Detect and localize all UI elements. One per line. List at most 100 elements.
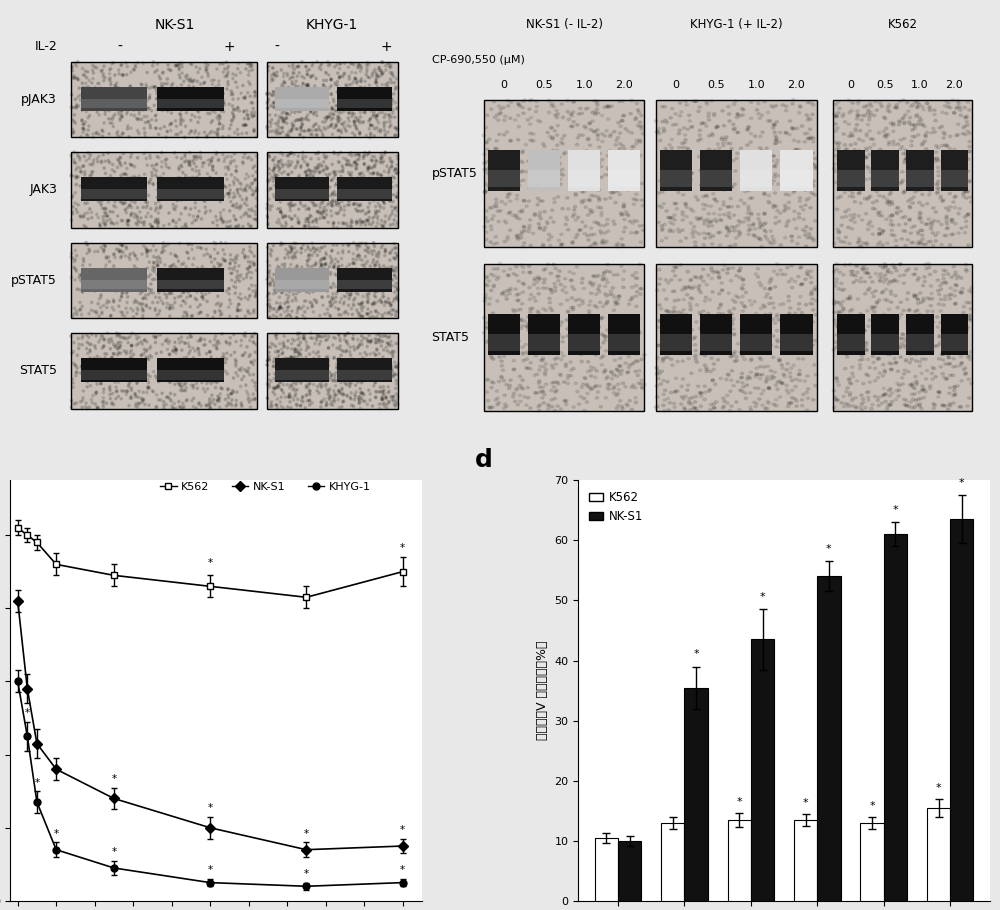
Circle shape bbox=[169, 107, 171, 110]
Bar bbox=[780, 149, 813, 191]
Circle shape bbox=[639, 293, 642, 296]
Text: *: * bbox=[400, 865, 405, 875]
Circle shape bbox=[200, 404, 202, 407]
Circle shape bbox=[381, 377, 383, 379]
Circle shape bbox=[374, 265, 376, 267]
Circle shape bbox=[514, 182, 517, 185]
Circle shape bbox=[345, 91, 347, 94]
Circle shape bbox=[339, 209, 342, 211]
Circle shape bbox=[779, 303, 782, 306]
Circle shape bbox=[170, 97, 173, 100]
Circle shape bbox=[509, 318, 512, 320]
Circle shape bbox=[208, 291, 210, 294]
Circle shape bbox=[729, 356, 732, 358]
Circle shape bbox=[135, 344, 138, 347]
Circle shape bbox=[370, 134, 372, 136]
Circle shape bbox=[490, 380, 494, 383]
Circle shape bbox=[492, 243, 495, 246]
Circle shape bbox=[607, 168, 611, 171]
Circle shape bbox=[193, 285, 195, 288]
Circle shape bbox=[915, 379, 918, 382]
Circle shape bbox=[355, 258, 357, 261]
Circle shape bbox=[572, 368, 575, 369]
Circle shape bbox=[370, 125, 372, 126]
Circle shape bbox=[111, 379, 113, 381]
Circle shape bbox=[385, 346, 387, 349]
Circle shape bbox=[388, 117, 391, 119]
Circle shape bbox=[89, 369, 91, 371]
Circle shape bbox=[146, 349, 148, 351]
Circle shape bbox=[681, 218, 684, 221]
Circle shape bbox=[98, 287, 101, 289]
Circle shape bbox=[187, 342, 189, 345]
Circle shape bbox=[211, 83, 214, 86]
Circle shape bbox=[121, 337, 123, 339]
Circle shape bbox=[561, 289, 564, 291]
Circle shape bbox=[503, 134, 506, 136]
Circle shape bbox=[109, 77, 111, 79]
Circle shape bbox=[165, 297, 168, 299]
Circle shape bbox=[375, 212, 377, 215]
Circle shape bbox=[965, 329, 969, 331]
Circle shape bbox=[240, 339, 243, 341]
Circle shape bbox=[110, 314, 112, 317]
Circle shape bbox=[146, 116, 148, 118]
Circle shape bbox=[157, 225, 159, 228]
Circle shape bbox=[142, 399, 144, 402]
Circle shape bbox=[944, 405, 947, 407]
Circle shape bbox=[548, 301, 552, 304]
Circle shape bbox=[394, 361, 396, 364]
Circle shape bbox=[147, 212, 149, 215]
Circle shape bbox=[857, 157, 860, 160]
Circle shape bbox=[348, 120, 350, 123]
Circle shape bbox=[911, 241, 915, 244]
Circle shape bbox=[312, 337, 314, 339]
Circle shape bbox=[130, 345, 133, 347]
Circle shape bbox=[100, 188, 102, 191]
Circle shape bbox=[284, 263, 286, 266]
Circle shape bbox=[230, 402, 232, 405]
Circle shape bbox=[212, 165, 214, 167]
Circle shape bbox=[110, 67, 112, 70]
Circle shape bbox=[309, 365, 312, 368]
Circle shape bbox=[331, 123, 333, 126]
Circle shape bbox=[174, 254, 176, 257]
Circle shape bbox=[884, 134, 887, 136]
Circle shape bbox=[516, 237, 519, 238]
Circle shape bbox=[143, 352, 145, 355]
Circle shape bbox=[212, 102, 214, 104]
Circle shape bbox=[294, 167, 296, 169]
Circle shape bbox=[310, 192, 313, 195]
Circle shape bbox=[677, 191, 680, 194]
Circle shape bbox=[332, 108, 334, 110]
Circle shape bbox=[94, 370, 96, 373]
Circle shape bbox=[365, 372, 367, 375]
Circle shape bbox=[163, 288, 165, 291]
Circle shape bbox=[695, 277, 698, 278]
Circle shape bbox=[867, 399, 870, 401]
Circle shape bbox=[659, 139, 662, 142]
Circle shape bbox=[769, 288, 772, 289]
Circle shape bbox=[374, 353, 377, 356]
Circle shape bbox=[630, 298, 633, 300]
Circle shape bbox=[378, 352, 380, 355]
Circle shape bbox=[315, 77, 317, 80]
Circle shape bbox=[527, 326, 531, 329]
Circle shape bbox=[230, 354, 232, 357]
Circle shape bbox=[878, 228, 881, 230]
Circle shape bbox=[176, 199, 178, 202]
Circle shape bbox=[281, 130, 284, 133]
Circle shape bbox=[350, 151, 352, 154]
Circle shape bbox=[346, 274, 348, 277]
Circle shape bbox=[794, 187, 798, 189]
Circle shape bbox=[382, 225, 384, 228]
Circle shape bbox=[313, 196, 315, 198]
Circle shape bbox=[106, 299, 109, 302]
Circle shape bbox=[345, 130, 348, 133]
Circle shape bbox=[391, 209, 394, 212]
Circle shape bbox=[104, 178, 107, 180]
Circle shape bbox=[897, 224, 901, 226]
Circle shape bbox=[288, 135, 290, 137]
Circle shape bbox=[866, 374, 870, 377]
Circle shape bbox=[352, 252, 355, 255]
